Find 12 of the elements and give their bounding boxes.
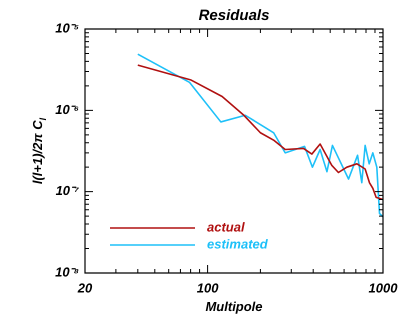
chart-title: Residuals — [198, 7, 270, 24]
y-tick-label: 10⁻⁵ — [55, 20, 79, 36]
x-tick-label: 1000 — [368, 280, 398, 296]
x-tick-label: 20 — [76, 280, 93, 296]
text: estimated — [207, 236, 269, 252]
y-tick-label: 10⁻⁸ — [55, 264, 79, 280]
y-tick-label: 10⁻⁶ — [55, 102, 79, 117]
y-tick-label: 10⁻⁷ — [56, 183, 80, 198]
text: actual — [207, 220, 245, 235]
x-axis-title: Multipole — [205, 299, 263, 314]
x-tick-label: 100 — [196, 280, 220, 296]
y-axis-title: l(l+1)/2π Cl — [30, 117, 48, 184]
